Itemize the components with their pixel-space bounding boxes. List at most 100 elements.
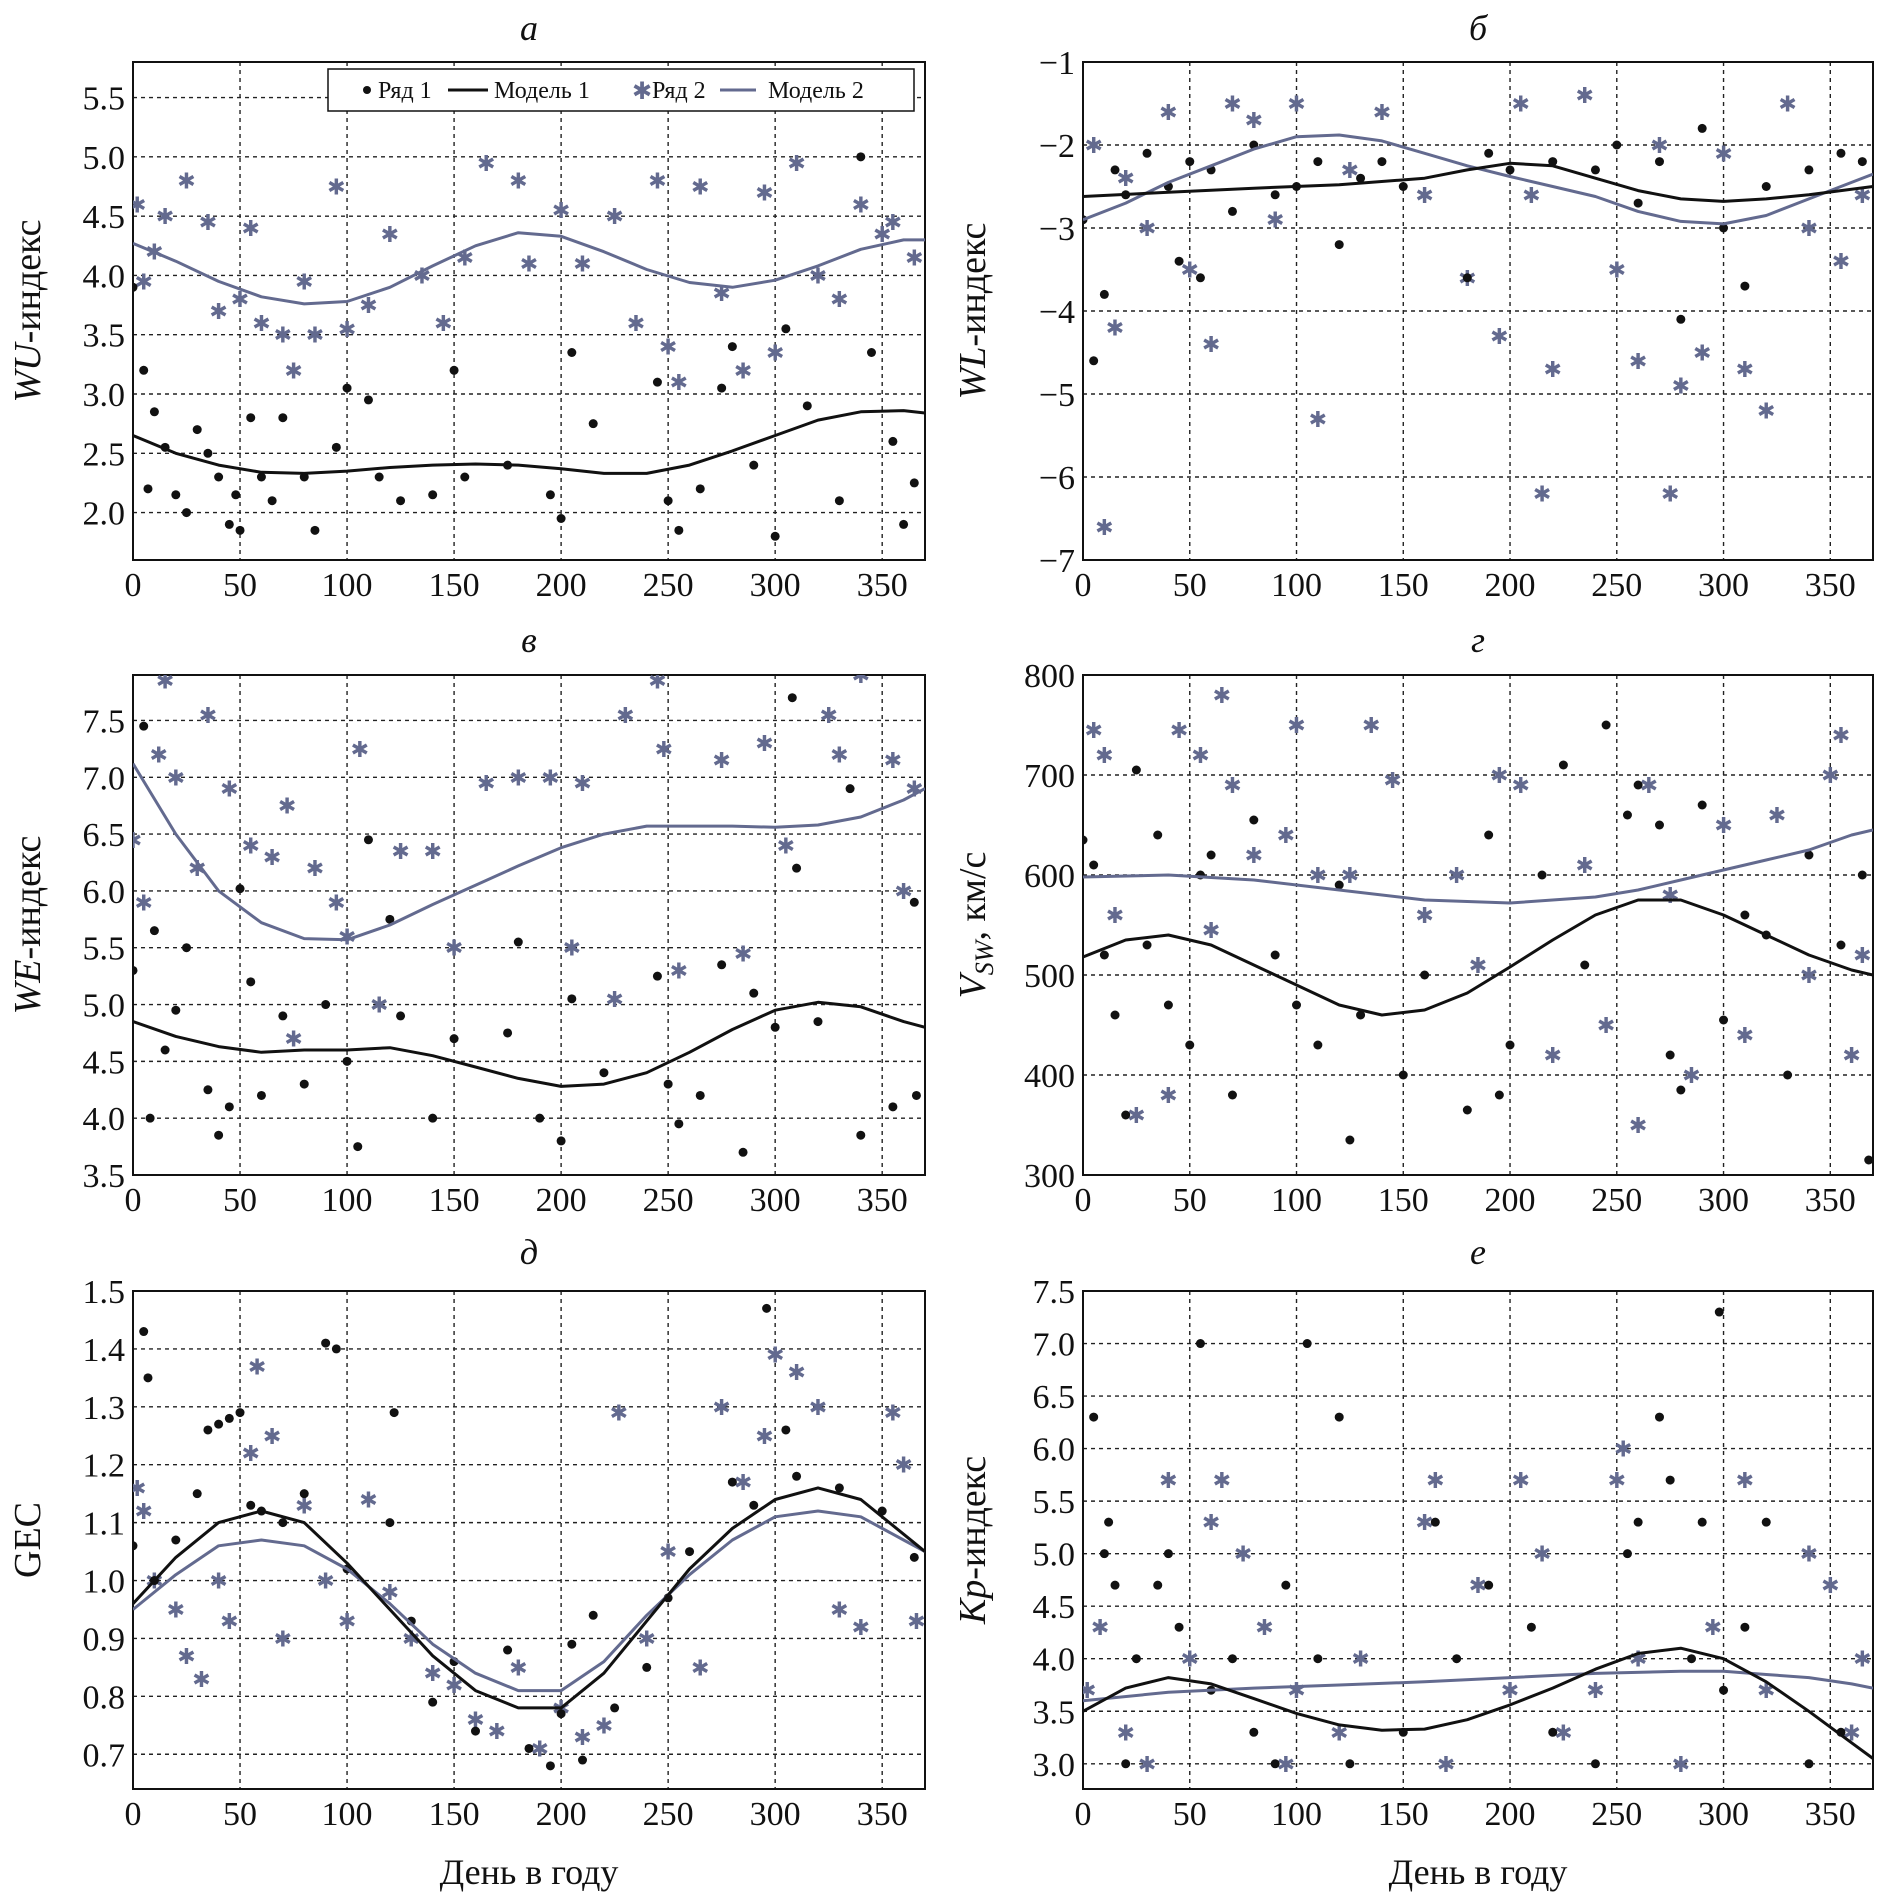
y-tick-label: 3.0 xyxy=(1033,1747,1076,1784)
series1-point xyxy=(738,1147,748,1157)
series2-point: ✱ xyxy=(1608,1468,1626,1493)
series2-point: ✱ xyxy=(1223,773,1241,798)
y-axis-label: VSW, км/с xyxy=(952,852,999,999)
panel-d: г 0 50 100 150 200 250 300 350 300 400 500 600 700 800… xyxy=(952,620,1874,1219)
y-tick-label: 0.7 xyxy=(83,1737,126,1774)
y-tick-label: 4.5 xyxy=(83,199,126,236)
series2-point: ✱ xyxy=(1501,1678,1519,1703)
y-axis-label: WL-индекс xyxy=(952,223,994,400)
panel-title: а xyxy=(520,8,538,48)
panel-title: е xyxy=(1470,1232,1486,1272)
series2-point: ✱ xyxy=(894,1453,912,1478)
series2-point: ✱ xyxy=(445,1673,463,1698)
series1-point xyxy=(642,1662,652,1672)
series1-point xyxy=(1099,950,1109,960)
y-tick-label: 1.1 xyxy=(83,1506,126,1543)
series1-point xyxy=(396,496,406,506)
series1-point xyxy=(1089,356,1099,366)
series2-point: ✱ xyxy=(338,924,356,949)
series2-point: ✱ xyxy=(1614,1437,1632,1462)
series1-point xyxy=(1740,281,1750,291)
plot-frame xyxy=(132,61,926,561)
series1-point xyxy=(1110,1580,1120,1590)
series2-point: ✱ xyxy=(370,993,388,1018)
series2-point: ✱ xyxy=(1078,1678,1096,1703)
series2-point: ✱ xyxy=(1181,258,1199,283)
series2-point: ✱ xyxy=(1415,903,1433,928)
x-tick-label: 100 xyxy=(322,1182,373,1219)
series2-point: ✱ xyxy=(306,323,324,348)
series1-point xyxy=(727,1477,737,1487)
legend-marker-series2: ✱ xyxy=(632,79,652,105)
series2-point: ✱ xyxy=(1106,316,1124,341)
series2-point: ✱ xyxy=(819,703,837,728)
series2-point: ✱ xyxy=(1608,258,1626,283)
series1-point xyxy=(1857,870,1867,880)
series1-point xyxy=(802,401,812,411)
series1-point xyxy=(1654,157,1664,167)
series1-point xyxy=(192,1489,202,1499)
series2-point: ✱ xyxy=(1447,863,1465,888)
series1-point xyxy=(310,525,320,535)
series1-point xyxy=(1622,1549,1632,1559)
series2-point: ✱ xyxy=(263,1424,281,1449)
series1-point xyxy=(396,1011,406,1021)
series1-point xyxy=(1104,1517,1114,1527)
series2-point: ✱ xyxy=(1682,1063,1700,1088)
series1-point xyxy=(717,960,727,970)
series2-point: ✱ xyxy=(873,222,891,247)
series2-point: ✱ xyxy=(466,1708,484,1733)
x-tick-label: 50 xyxy=(1173,567,1207,604)
series2-point: ✱ xyxy=(477,151,495,176)
series1-point xyxy=(133,1541,138,1551)
y-tick-label: 800 xyxy=(1024,658,1075,695)
series1-point xyxy=(1110,165,1120,175)
y-tick-label: 3.5 xyxy=(83,1158,126,1195)
series1-point xyxy=(203,448,213,458)
series1-point xyxy=(1761,1517,1771,1527)
series1-point xyxy=(139,1327,149,1337)
series1-point xyxy=(1174,256,1184,266)
y-tick-label: 7.0 xyxy=(1033,1327,1076,1364)
series2-point: ✱ xyxy=(274,1626,292,1651)
series2-point: ✱ xyxy=(434,311,452,336)
series1-point xyxy=(331,1344,341,1354)
plot-area: ✱✱✱✱✱✱✱✱✱✱✱✱✱✱✱✱✱✱✱✱✱✱✱✱✱✱✱✱✱✱✱✱✱✱ xyxy=(1078,1307,1873,1777)
y-tick-label: 400 xyxy=(1024,1058,1075,1095)
x-tick-label: 300 xyxy=(1698,567,1749,604)
series1-point xyxy=(171,1535,181,1545)
x-tick-label: 0 xyxy=(125,1796,142,1833)
series2-point: ✱ xyxy=(1116,1720,1134,1745)
series1-point xyxy=(845,784,855,794)
series2-point: ✱ xyxy=(327,175,345,200)
x-tick-label: 0 xyxy=(1075,1796,1092,1833)
series1-point xyxy=(1601,720,1611,730)
series2-point: ✱ xyxy=(1650,133,1668,158)
y-tick-label: −7 xyxy=(1039,543,1075,580)
y-tick-label: 3.5 xyxy=(83,318,126,355)
series2-point: ✱ xyxy=(1213,1468,1231,1493)
series1-point xyxy=(1804,165,1814,175)
series1-point xyxy=(899,519,909,529)
series2-point: ✱ xyxy=(787,1360,805,1385)
series1-point xyxy=(749,988,759,998)
series2-point: ✱ xyxy=(477,771,495,796)
series1-point xyxy=(524,1743,534,1753)
series2-point: ✱ xyxy=(638,1626,656,1651)
series1-point xyxy=(1110,1010,1120,1020)
series2-point: ✱ xyxy=(777,833,795,858)
series1-point xyxy=(1270,1759,1280,1769)
series1-point xyxy=(663,496,673,506)
y-tick-label: 2.0 xyxy=(83,496,126,533)
series1-point xyxy=(1633,780,1643,790)
y-tick-label: 3.5 xyxy=(1033,1694,1076,1731)
series2-point: ✱ xyxy=(1159,1468,1177,1493)
x-tick-label: 350 xyxy=(1805,567,1856,604)
x-tick-label: 200 xyxy=(536,1182,587,1219)
plot-area: ✱✱✱✱✱✱✱✱✱ ✱✱✱✱✱✱✱✱✱ ✱✱✱ ✱ ✱✱✱✱✱✱✱✱✱✱✱✱✱✱✱✱✱✱ xyxy=(133,675,925,1157)
series1-point xyxy=(139,721,149,731)
series1-point xyxy=(231,490,241,500)
y-tick-label: 500 xyxy=(1024,958,1075,995)
plot-frame xyxy=(132,674,926,1176)
legend-label-series1: Ряд 1 xyxy=(378,78,432,104)
